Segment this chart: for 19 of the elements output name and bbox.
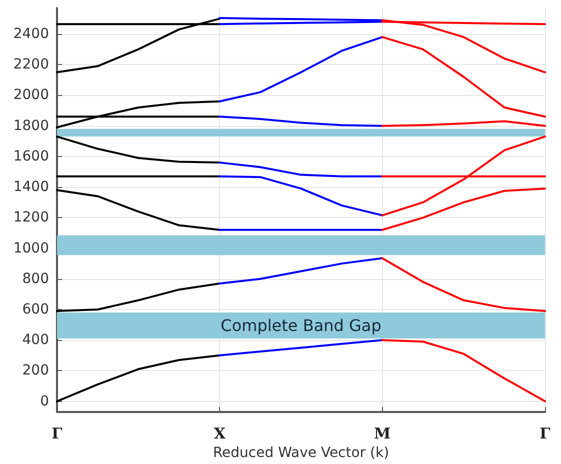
y-tick-label: 2200: [13, 56, 49, 73]
band-label: Complete Band Gap: [220, 316, 382, 336]
y-tick-label: 1200: [13, 210, 49, 226]
y-tick-label: 400: [22, 332, 49, 348]
y-tick-label: 2000: [13, 87, 49, 104]
x-tick-label: M: [374, 424, 391, 442]
y-tick-label: 0: [40, 393, 49, 410]
y-tick-label: 1800: [13, 118, 49, 134]
y-tick-label: 1600: [13, 148, 49, 164]
x-tick-label: X: [214, 424, 226, 442]
x-tick-label: Γ: [52, 424, 63, 442]
y-tick-label: 800: [22, 270, 49, 287]
y-tick-label: 2400: [13, 26, 49, 42]
y-tick-label: 1400: [13, 179, 49, 196]
y-tick-label: 600: [22, 301, 49, 318]
y-tick-label: 1000: [13, 240, 49, 256]
y-tick-label: 200: [22, 362, 49, 379]
x-tick-label: Γ: [540, 424, 551, 442]
x-axis-title: Reduced Wave Vector (k): [212, 445, 390, 461]
